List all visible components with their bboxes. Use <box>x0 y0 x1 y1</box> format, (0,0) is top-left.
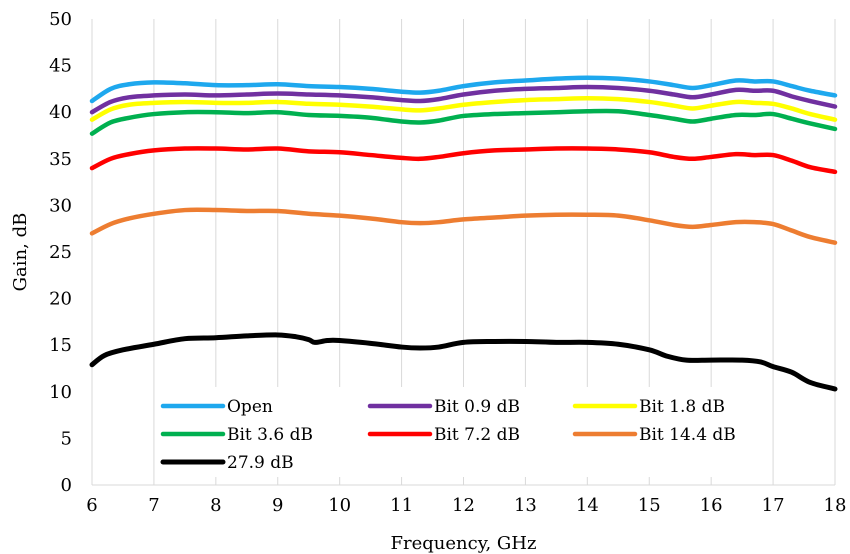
y-tick-label: 30 <box>49 195 72 216</box>
series-line-5 <box>89 146 838 175</box>
y-tick-label: 10 <box>49 382 72 403</box>
y-tick-label: 0 <box>61 475 72 496</box>
legend-label: 27.9 dB <box>227 453 294 473</box>
legend: Open Bit 0.9 dB Bit 1.8 dB Bit 3.6 dB Bit 7.… <box>155 387 755 477</box>
legend-label: Open <box>227 397 273 417</box>
x-tick-label: 18 <box>824 495 847 516</box>
axes: 6 7 8 9 10 11 12 13 14 15 16 17 18 0 5 10 15 20 25 30 35 40 45… <box>49 9 846 516</box>
y-tick-label: 25 <box>49 242 72 263</box>
series-line-6 <box>89 207 838 245</box>
y-tick-label: 5 <box>61 428 72 449</box>
series-line-4 <box>89 108 838 136</box>
x-tick-label: 10 <box>328 495 351 516</box>
x-tick-label: 8 <box>210 495 221 516</box>
x-tick-label: 14 <box>576 495 599 516</box>
series-line-1 <box>89 75 838 104</box>
x-tick-label: 16 <box>700 495 723 516</box>
legend-background <box>155 387 755 477</box>
y-tick-label: 20 <box>49 289 72 310</box>
series-line-7 <box>89 332 838 392</box>
y-tick-label: 40 <box>49 102 72 123</box>
legend-label: Bit 0.9 dB <box>434 397 520 417</box>
y-tick-label: 50 <box>49 9 72 30</box>
y-tick-label: 35 <box>49 149 72 170</box>
x-axis-label: Frequency, GHz <box>391 533 537 554</box>
legend-label: Bit 14.4 dB <box>639 425 736 445</box>
x-tick-label: 12 <box>452 495 475 516</box>
legend-label: Bit 7.2 dB <box>434 425 520 445</box>
x-tick-label: 17 <box>762 495 785 516</box>
series-line-3 <box>89 95 838 122</box>
series-group <box>89 75 838 392</box>
x-tick-label: 9 <box>272 495 283 516</box>
y-tick-label: 45 <box>49 56 72 77</box>
x-tick-label: 7 <box>148 495 159 516</box>
x-tick-label: 6 <box>86 495 97 516</box>
y-tick-label: 15 <box>49 335 72 356</box>
x-tick-label: 15 <box>638 495 661 516</box>
x-tick-label: 11 <box>390 495 413 516</box>
x-tick-label: 13 <box>514 495 537 516</box>
series-line-2 <box>89 84 838 115</box>
y-axis-label: Gain, dB <box>10 213 31 292</box>
legend-label: Bit 3.6 dB <box>227 425 313 445</box>
legend-label: Bit 1.8 dB <box>639 397 725 417</box>
